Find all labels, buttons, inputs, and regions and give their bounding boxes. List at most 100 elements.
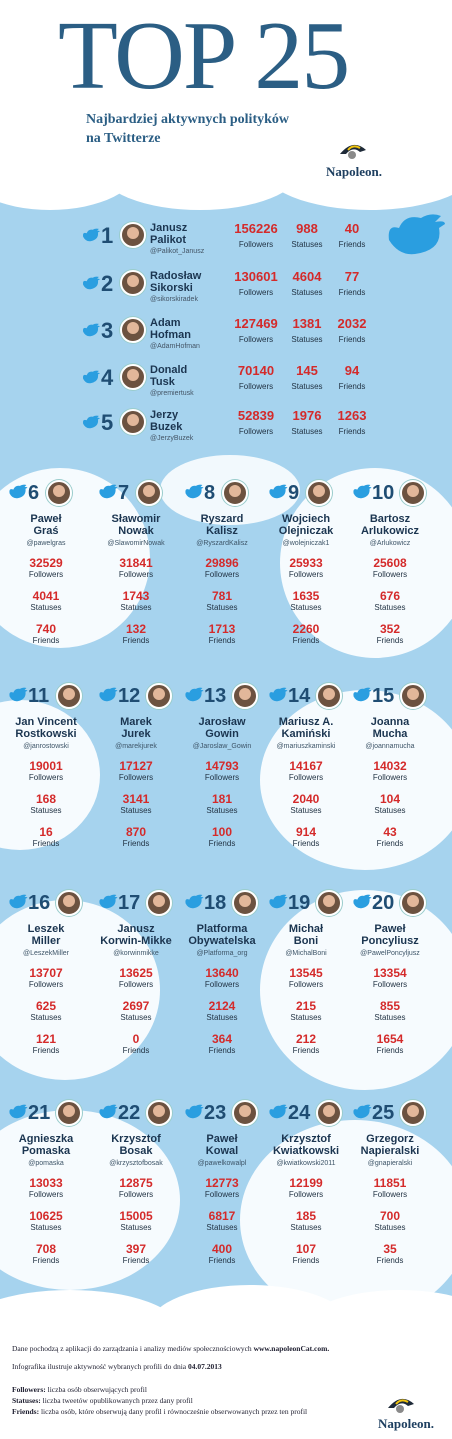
twitter-handle[interactable]: @MichalBoni [285, 950, 327, 957]
twitter-handle[interactable]: @krzysztofbosak [109, 1160, 163, 1167]
stat-friends: 94 [344, 363, 360, 378]
stat-friends: 43 [383, 825, 397, 839]
twitter-handle[interactable]: @JerzyBuzek [150, 435, 194, 442]
avatar [120, 317, 146, 343]
stat-friends: 100 [211, 825, 233, 839]
avatar [56, 1100, 82, 1126]
stat-followers: 29896 [205, 556, 239, 570]
name-line: Miller [31, 935, 61, 947]
stat-label: Statuses [291, 427, 323, 436]
twitter-handle[interactable]: @PawelPoncyljusz [360, 950, 420, 957]
twitter-bird-icon [353, 484, 372, 499]
twitter-handle[interactable]: @marekjurek [115, 743, 157, 750]
twitter-handle[interactable]: @pawelkowalpl [197, 1160, 247, 1167]
card-header: 15 [346, 683, 434, 709]
twitter-handle[interactable]: @gnapieralski [367, 1160, 413, 1167]
rank-number: 24 [288, 1102, 311, 1124]
stat-followers: 14793 [205, 759, 239, 773]
stat-label: Followers [372, 1190, 408, 1199]
twitter-handle[interactable]: @joannamucha [365, 743, 415, 750]
stat-label: Friends [292, 1046, 320, 1055]
stat-statuses: 1381 [292, 316, 322, 331]
card-header: 22 [92, 1100, 180, 1126]
person-name: Janusz Palikot @Palikot_Janusz [150, 222, 204, 258]
twitter-handle[interactable]: @kwiatkowski2011 [276, 1160, 336, 1167]
stat-followers: 127469 [234, 316, 278, 331]
twitter-bird-icon [9, 484, 28, 499]
top5-row: 3 Adam Hofman @AdamHofman 127469 Followers 138… [82, 315, 382, 359]
source-link[interactable]: www.napoleonCat.com. [253, 1344, 330, 1353]
name-line: Janusz [117, 923, 155, 935]
stat-friends: 400 [211, 1242, 233, 1256]
twitter-handle[interactable]: @AdamHofman [150, 343, 200, 350]
twitter-bird-icon [353, 894, 372, 909]
twitter-bird-icon [185, 484, 204, 499]
stat-followers: 52839 [237, 408, 275, 423]
brand-name: Napoleon. [378, 1416, 434, 1431]
twitter-bird-icon [82, 323, 100, 337]
twitter-handle[interactable]: @wolejniczak1 [282, 540, 330, 547]
twitter-bird-icon [269, 484, 288, 499]
name-line: Platforma [196, 923, 248, 935]
twitter-handle[interactable]: @LeszekMiller [22, 950, 69, 957]
stat-label: Statuses [291, 240, 323, 249]
name-line: Ryszard [200, 513, 244, 525]
footer-cloud [0, 1318, 452, 1439]
stat-statuses: 2697 [122, 999, 150, 1013]
ranking-card: 9 Wojciech Olejniczak @wolejniczak1 25933 Fol… [262, 480, 350, 646]
name-line: Graś [33, 525, 59, 537]
name-line: Kowal [205, 1145, 239, 1157]
top5-row: 2 Radosław Sikorski @sikorskiradek 130601 Fol… [82, 268, 382, 312]
twitter-handle[interactable]: @Jaroslaw_Gowin [192, 743, 252, 750]
card-header: 7 [92, 480, 180, 506]
twitter-handle[interactable]: @mariuszkaminski [276, 743, 336, 750]
rank-number: 15 [372, 685, 395, 707]
stat-followers: 32529 [29, 556, 63, 570]
name-line: Pomaska [21, 1145, 71, 1157]
ranking-card: 16 Leszek Miller @LeszekMiller 13707 Follower… [2, 890, 90, 1056]
stat-followers: 13640 [205, 966, 239, 980]
person-name: Janusz Korwin-Mikke [92, 922, 180, 948]
stat-label: Statuses [374, 1013, 406, 1022]
ranking-card: 15 Joanna Mucha @joannamucha 14032 Followers 1… [346, 683, 434, 849]
stat-friends: 2032 [337, 316, 367, 331]
stat-followers: 17127 [119, 759, 153, 773]
ranking-card: 25 Grzegorz Napieralski @gnapieralski 11851 F… [346, 1100, 434, 1266]
cloud-shape [260, 890, 452, 1090]
ranking-card: 22 Krzysztof Bosak @krzysztofbosak 12875 Foll… [92, 1100, 180, 1266]
stat-friends: 364 [211, 1032, 233, 1046]
stat-friends: 740 [35, 622, 57, 636]
twitter-handle[interactable]: @sikorskiradek [150, 296, 198, 303]
stat-label: Statuses [120, 1223, 152, 1232]
twitter-handle[interactable]: @premiertusk [150, 390, 194, 397]
stat-friends: 121 [35, 1032, 57, 1046]
twitter-handle[interactable]: @Palikot_Janusz [150, 248, 205, 255]
name-line: Palikot [150, 234, 187, 246]
rank-number: 9 [288, 482, 300, 504]
twitter-handle[interactable]: @Arlukowicz [369, 540, 411, 547]
stat-friends: 35 [383, 1242, 397, 1256]
twitter-handle[interactable]: @janrostowski [23, 743, 69, 750]
footer-date: Infografika ilustruje aktywność wybranyc… [12, 1362, 222, 1371]
twitter-handle[interactable]: @RyszardKalisz [196, 540, 248, 547]
twitter-handle[interactable]: @pomaska [28, 1160, 64, 1167]
stat-label: Followers [28, 773, 64, 782]
twitter-handle[interactable]: @Platforma_org [196, 950, 248, 957]
twitter-bird-icon [82, 228, 100, 242]
twitter-bird-icon [269, 1104, 288, 1119]
twitter-handle[interactable]: @SlawomirNowak [107, 540, 165, 547]
stat-label: Followers [204, 570, 240, 579]
twitter-handle[interactable]: @pawelgras [26, 540, 66, 547]
card-header: 13 [178, 683, 266, 709]
def-statuses: Statuses: liczba tweetów opublikowanych … [12, 1396, 193, 1405]
twitter-handle[interactable]: @korwinmikke [113, 950, 159, 957]
avatar [146, 683, 172, 709]
stat-statuses: 104 [379, 792, 401, 806]
rank-number: 16 [28, 892, 51, 914]
twitter-bird-icon [269, 687, 288, 702]
card-header: 18 [178, 890, 266, 916]
name-line: Marek [120, 716, 152, 728]
twitter-bird-icon [388, 214, 445, 255]
name-line: Jan Vincent [15, 716, 77, 728]
